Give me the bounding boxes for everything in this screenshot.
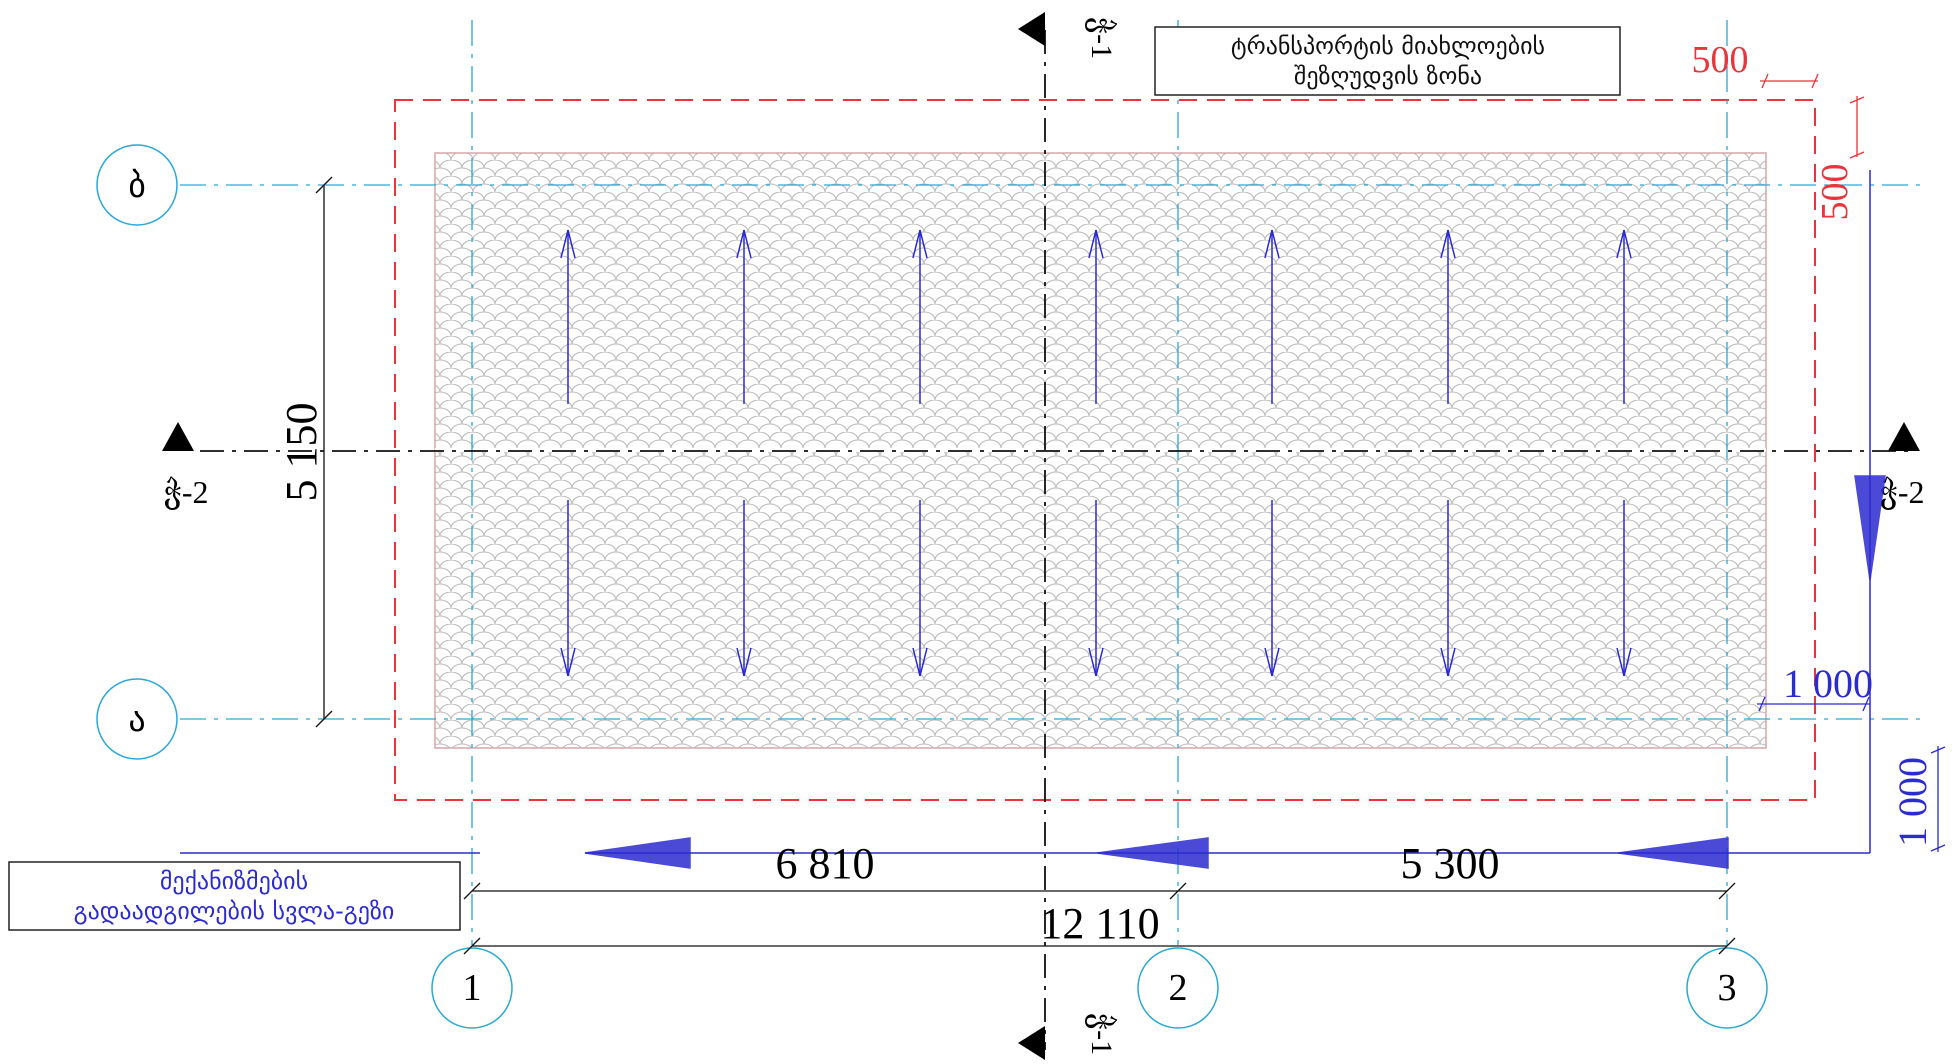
- section-marker-right-icon: [1888, 422, 1920, 451]
- zone-note-line1: ტრანსპორტის მიახლოების: [1231, 32, 1545, 60]
- slope-arrow-down-7: [1616, 500, 1632, 677]
- movement-arrow-2-icon: [1096, 837, 1209, 869]
- dim-offset-right-v: 1 000: [1890, 757, 1935, 847]
- dim-offset-right-h: 1 000: [1783, 661, 1873, 706]
- dim-left-height: 5 150: [277, 403, 326, 502]
- offset-dims-red: [1760, 73, 1865, 159]
- axis-label-b: ბ: [128, 166, 146, 206]
- section-label-left: ჭ-2: [163, 474, 208, 510]
- slope-arrow-up-5: [1264, 229, 1280, 404]
- slope-arrow-down-2: [736, 500, 752, 677]
- section-label-right: ჭ-2: [1879, 474, 1924, 510]
- section-markers: [162, 12, 1920, 1060]
- path-note-line1: მექანიზმების: [160, 867, 308, 895]
- grid-axes: [180, 20, 1925, 945]
- dimension-lines: [315, 176, 1736, 955]
- axis-bubble-2: [1137, 947, 1219, 1029]
- movement-arrow-1-icon: [584, 837, 691, 869]
- slope-arrow-down-6: [1440, 500, 1456, 677]
- axis-label-3: 3: [1718, 967, 1737, 1009]
- axis-bubble-a: [96, 678, 178, 760]
- path-note: მექანიზმების გადაადგილების სვლა-გეზი: [8, 861, 461, 931]
- axis-label-a: ა: [128, 700, 145, 740]
- restriction-zone-boundary: [394, 99, 1816, 801]
- slope-arrows: [560, 229, 1632, 677]
- path-note-line2: გადაადგილების სვლა-გეზი: [74, 897, 395, 925]
- section-marker-bottom-icon: [1018, 1026, 1045, 1060]
- section-marker-left-icon: [162, 422, 194, 451]
- axis-bubbles: [96, 144, 1768, 1029]
- slope-arrow-down-1: [560, 500, 576, 677]
- section-marker-top-icon: [1018, 12, 1045, 46]
- section-label-top: ჭ-1: [1085, 17, 1118, 59]
- dim-offset-top-h: 500: [1692, 39, 1749, 81]
- dim-total: 12 110: [1040, 899, 1159, 948]
- axis-bubble-1: [431, 947, 513, 1029]
- axis-label-1: 1: [463, 967, 482, 1009]
- section-lines: [200, 30, 1910, 1050]
- movement-arrow-3-icon: [1617, 837, 1729, 869]
- dim-span-2-3: 5 300: [1401, 839, 1500, 888]
- movement-path: [180, 170, 1886, 869]
- slope-arrow-up-3: [912, 229, 928, 404]
- slope-arrow-up-7: [1616, 229, 1632, 404]
- zone-note: ტრანსპორტის მიახლოების შეზღუდვის ზონა: [1154, 26, 1621, 96]
- paving-area: [434, 152, 1767, 749]
- slope-arrow-down-3: [912, 500, 928, 677]
- section-label-bottom: ჭ-1: [1085, 1013, 1118, 1055]
- axis-bubble-3: [1686, 947, 1768, 1029]
- slope-arrow-up-2: [736, 229, 752, 404]
- movement-arrow-down-icon: [1854, 475, 1886, 581]
- zone-note-line2: შეზღუდვის ზონა: [1294, 62, 1482, 90]
- slope-arrow-down-5: [1264, 500, 1280, 677]
- dim-offset-top-v: 500: [1814, 164, 1856, 221]
- axis-bubble-b: [96, 144, 178, 226]
- offset-dims-blue: [1757, 696, 1946, 852]
- slope-arrow-up-1: [560, 229, 576, 404]
- axis-label-2: 2: [1169, 967, 1188, 1009]
- slope-arrow-up-4: [1088, 229, 1104, 404]
- slope-arrow-up-6: [1440, 229, 1456, 404]
- dim-span-1-2: 6 810: [776, 839, 875, 888]
- slope-arrow-down-4: [1088, 500, 1104, 677]
